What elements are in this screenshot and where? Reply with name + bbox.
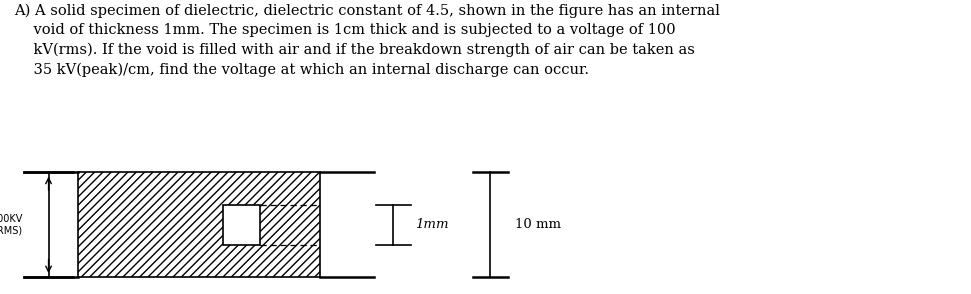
Text: A) A solid specimen of dielectric, dielectric constant of 4.5, shown in the figu: A) A solid specimen of dielectric, diele… <box>15 3 720 77</box>
Text: 10 mm: 10 mm <box>515 218 560 231</box>
Text: 100KV
(RMS): 100KV (RMS) <box>0 214 23 236</box>
Text: 1mm: 1mm <box>415 218 449 231</box>
Bar <box>78 172 320 278</box>
Bar <box>223 205 260 245</box>
